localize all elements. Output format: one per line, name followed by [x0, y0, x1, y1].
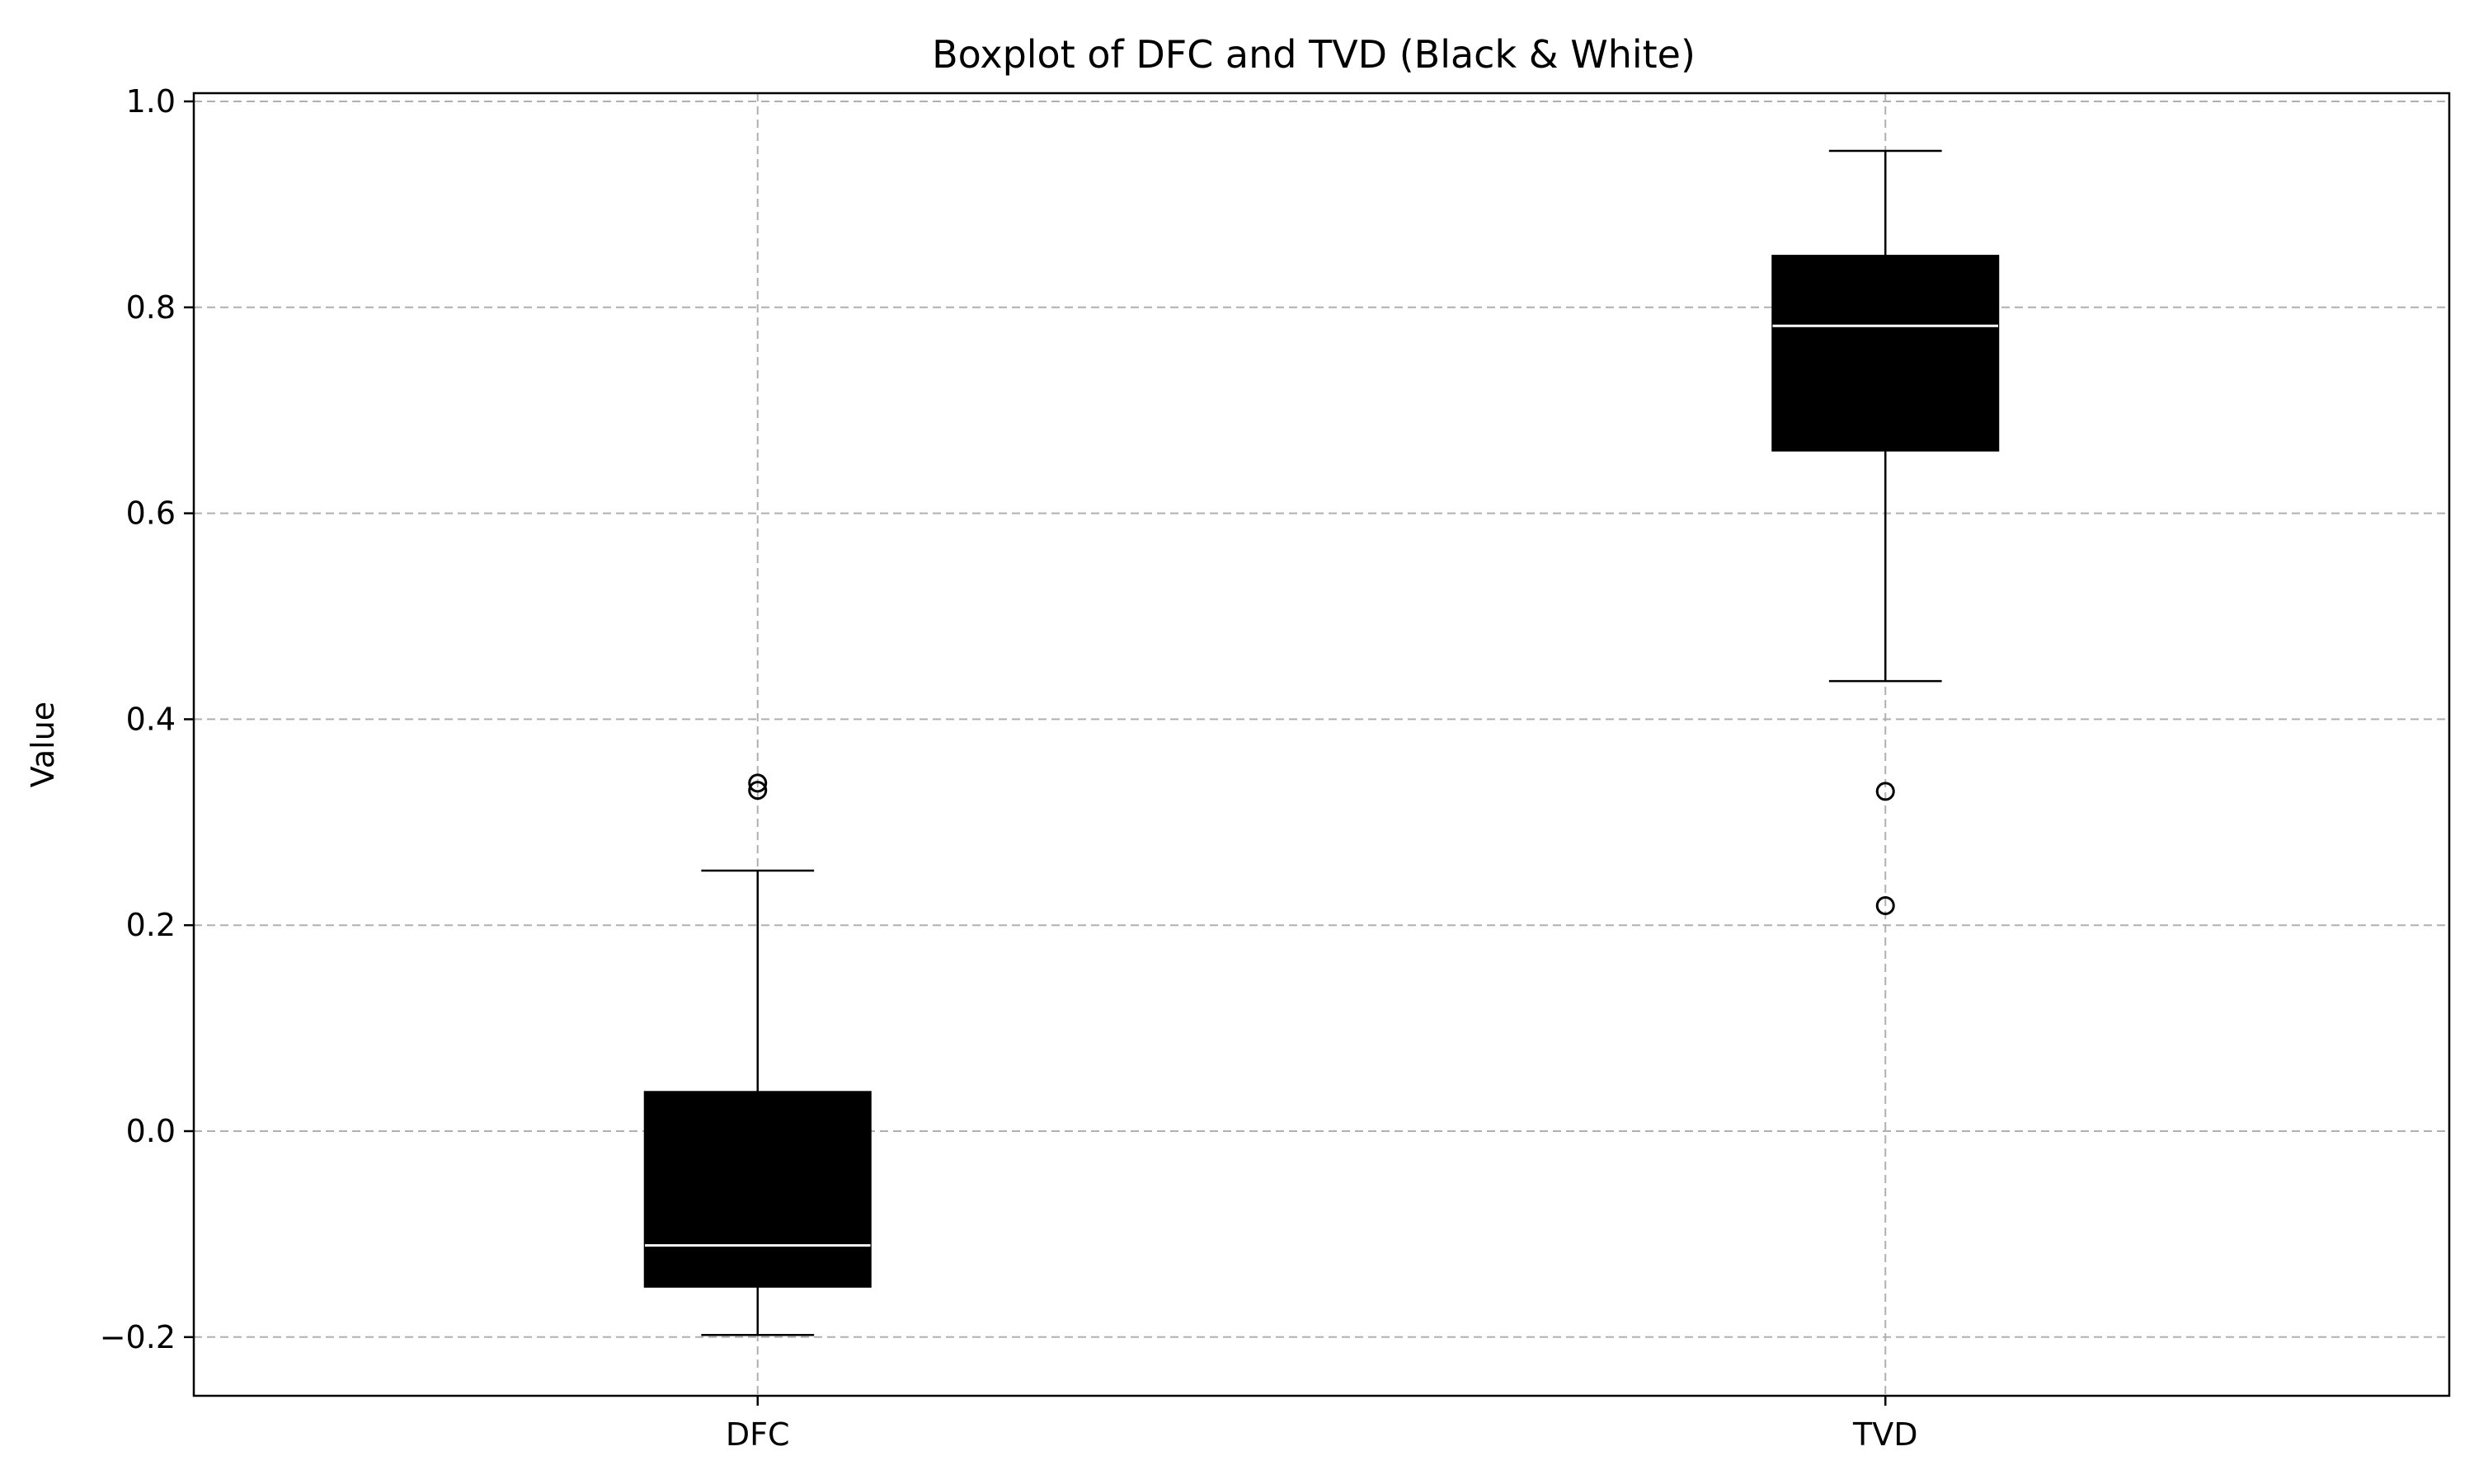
x-tick-label: DFC [726, 1416, 790, 1453]
y-tick-label: 0.0 [126, 1113, 176, 1149]
y-tick-label: 0.4 [126, 701, 176, 737]
outlier-point [748, 781, 768, 801]
outlier-point [1875, 782, 1895, 801]
y-tick-label: 1.0 [126, 83, 176, 120]
tick-layer: −0.2 0.0 0.2 0.4 0.6 0.8 1.0 DFC TVD [100, 83, 1918, 1453]
outlier-point [1875, 895, 1895, 915]
plot-layer [643, 149, 2000, 1336]
box-group-dfc [643, 773, 872, 1336]
grid-layer [194, 93, 2449, 1396]
x-tick-label: TVD [1852, 1416, 1917, 1453]
y-tick-label: 0.8 [126, 289, 176, 326]
y-axis-label: Value [25, 702, 61, 787]
iqr-box [643, 1091, 872, 1288]
outlier-point [748, 773, 768, 793]
y-tick-label: 0.6 [126, 495, 176, 532]
y-tick-label: −0.2 [100, 1319, 176, 1355]
y-tick-label: 0.2 [126, 907, 176, 943]
iqr-box [1771, 255, 2000, 452]
chart-title: Boxplot of DFC and TVD (Black & White) [932, 32, 1696, 77]
axes-frame [192, 92, 2451, 1397]
box-group-tvd [1771, 149, 2000, 915]
